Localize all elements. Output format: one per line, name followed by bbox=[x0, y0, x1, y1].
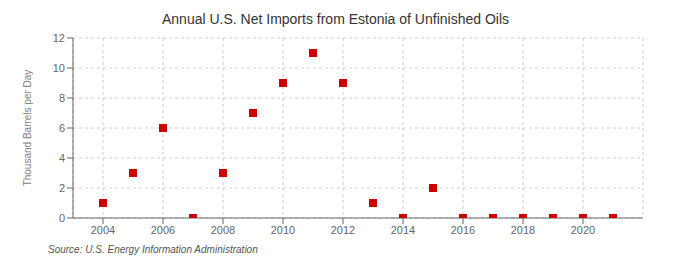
svg-text:4: 4 bbox=[59, 152, 65, 164]
svg-text:2004: 2004 bbox=[91, 224, 115, 236]
html-text:Source: U.S. Energy Informatio: Source: U.S. Energy Information Administ… bbox=[48, 244, 258, 255]
svg-text:2: 2 bbox=[59, 182, 65, 194]
svg-text:2018: 2018 bbox=[511, 224, 535, 236]
svg-text:2006: 2006 bbox=[151, 224, 175, 236]
svg-text:Thousand Barrels per Day: Thousand Barrels per Day bbox=[22, 70, 33, 187]
svg-text:2020: 2020 bbox=[571, 224, 595, 236]
html-text:Annual U.S. Net Imports from E: Annual U.S. Net Imports from Estonia of … bbox=[162, 11, 509, 27]
svg-text:8: 8 bbox=[59, 92, 65, 104]
svg-text:2010: 2010 bbox=[271, 224, 295, 236]
svg-text:2014: 2014 bbox=[391, 224, 415, 236]
svg-text:2008: 2008 bbox=[211, 224, 235, 236]
svg-text:12: 12 bbox=[53, 32, 65, 44]
svg-text:6: 6 bbox=[59, 122, 65, 134]
svg-text:2012: 2012 bbox=[331, 224, 355, 236]
svg-text:0: 0 bbox=[59, 212, 65, 224]
svg-text:10: 10 bbox=[53, 62, 65, 74]
svg-text:2016: 2016 bbox=[451, 224, 475, 236]
